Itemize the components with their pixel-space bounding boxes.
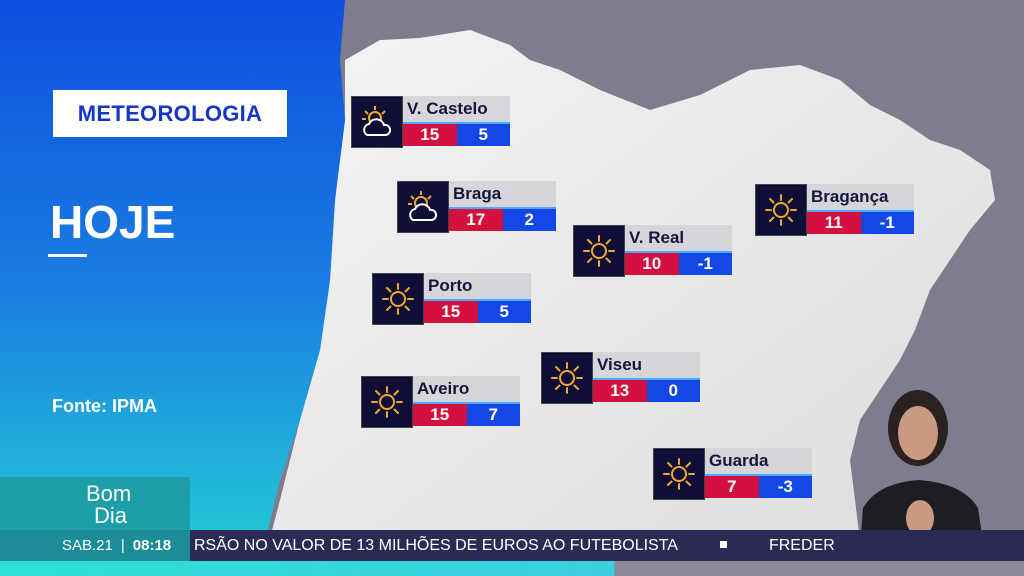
max-temp: 15	[413, 404, 467, 426]
sun-icon	[755, 184, 807, 236]
sun-cloud-icon	[351, 96, 403, 148]
min-temp: 7	[466, 404, 520, 426]
section-label-box: METEOROLOGIA	[53, 90, 287, 137]
city-card-braga: Braga 17 2	[397, 181, 556, 233]
city-name: Viseu	[593, 352, 700, 378]
city-card-guarda: Guarda 7 -3	[653, 448, 812, 500]
ticker-headline: RSÃO NO VALOR DE 13 MILHÕES DE EUROS AO …	[194, 536, 835, 554]
min-temp: 5	[456, 124, 510, 146]
min-temp: -1	[860, 212, 914, 234]
city-name: Porto	[424, 273, 531, 299]
sun-icon	[361, 376, 413, 428]
city-name: Bragança	[807, 184, 914, 210]
max-temp: 13	[593, 380, 647, 402]
source-label: Fonte: IPMA	[52, 396, 157, 416]
max-temp: 10	[625, 253, 679, 275]
sun-icon	[541, 352, 593, 404]
section-label: METEOROLOGIA	[77, 100, 263, 126]
ticker-time: 08:18	[132, 537, 172, 554]
sun-icon	[372, 273, 424, 325]
max-temp: 17	[449, 209, 503, 231]
sun-icon	[653, 448, 705, 500]
ticker-bullet	[719, 540, 727, 548]
sun-icon	[573, 225, 625, 277]
program-name-line2: Dia	[94, 503, 128, 528]
sun-cloud-icon	[397, 181, 449, 233]
min-temp: -1	[678, 253, 732, 275]
city-name: Braga	[449, 181, 556, 207]
city-name: Guarda	[705, 448, 812, 474]
ticker-separator: |	[120, 537, 125, 554]
min-temp: 0	[646, 380, 700, 402]
bottom-strip	[0, 561, 1024, 576]
min-temp: 2	[502, 209, 556, 231]
max-temp: 7	[705, 476, 759, 498]
city-card-v-castelo: V. Castelo 15 5	[351, 96, 510, 148]
max-temp: 15	[403, 124, 457, 146]
city-name: V. Real	[625, 225, 732, 251]
city-card-porto: Porto 15 5	[372, 273, 531, 325]
min-temp: 5	[477, 301, 531, 323]
page-title: HOJE	[50, 196, 176, 248]
title-panel	[0, 0, 345, 530]
program-name-line1: Bom	[86, 481, 132, 506]
city-name: V. Castelo	[403, 96, 510, 122]
ticker-date: SAB.21	[62, 537, 113, 554]
title-underline	[48, 254, 87, 257]
city-name: Aveiro	[413, 376, 520, 402]
city-card-v-real: V. Real 10 -1	[573, 225, 732, 277]
max-temp: 11	[807, 212, 861, 234]
city-card-braganca: Bragança 11 -1	[755, 184, 914, 236]
max-temp: 15	[424, 301, 478, 323]
min-temp: -3	[758, 476, 812, 498]
ticker-datetime: SAB.21 | 08:18	[0, 530, 190, 561]
program-logo: Bom Dia	[0, 477, 190, 530]
city-card-aveiro: Aveiro 15 7	[361, 376, 520, 428]
city-card-viseu: Viseu 13 0	[541, 352, 700, 404]
news-ticker: SAB.21 | 08:18 RSÃO NO VALOR DE 13 MILHÕ…	[0, 530, 1024, 561]
